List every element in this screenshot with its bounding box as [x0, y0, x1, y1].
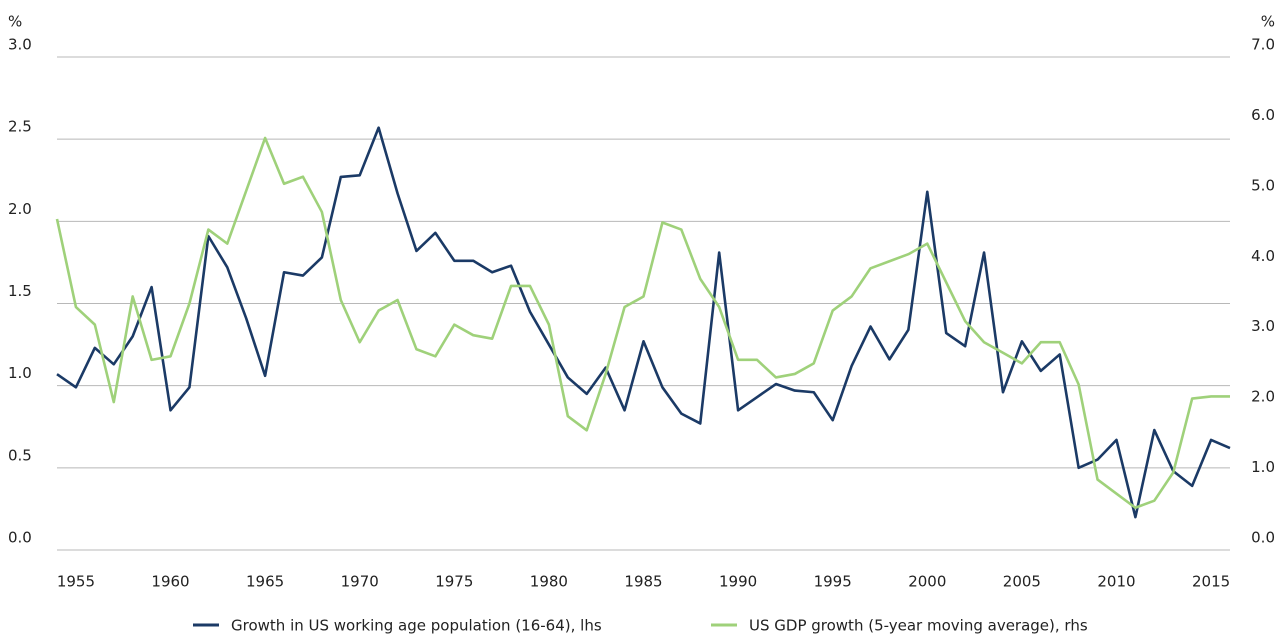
x-tick-label: 2005: [1003, 573, 1041, 591]
y-tick-label: 1.5: [8, 282, 32, 300]
y-tick-label: 2.5: [8, 118, 32, 136]
x-tick-label: 2015: [1192, 573, 1230, 591]
x-tick-label: 1965: [246, 573, 284, 591]
x-tick-label: 1955: [57, 573, 95, 591]
x-tick-label: 2010: [1097, 573, 1135, 591]
x-tick-label: 1960: [151, 573, 189, 591]
y2-axis-label: %: [1261, 13, 1275, 31]
y-axis-label: %: [8, 13, 22, 31]
y-tick-label: 1.0: [8, 364, 32, 382]
y2-tick-label: 4.0: [1251, 247, 1275, 265]
y2-tick-label: 0.0: [1251, 529, 1275, 547]
y2-tick-label: 1.0: [1251, 458, 1275, 476]
x-tick-label: 1975: [435, 573, 473, 591]
series-line: [55, 136, 1230, 510]
y2-tick-label: 5.0: [1251, 176, 1275, 194]
y2-tick-label: 2.0: [1251, 388, 1275, 406]
legend-label: US GDP growth (5-year moving average), r…: [749, 617, 1088, 635]
series-line: [56, 126, 1231, 519]
x-tick-label: 1980: [530, 573, 568, 591]
y-tick-label: 3.0: [8, 36, 32, 54]
x-tick-label: 1990: [719, 573, 757, 591]
y2-tick-label: 6.0: [1251, 106, 1275, 124]
y-tick-label: 0.5: [8, 446, 32, 464]
x-tick-label: 1995: [814, 573, 852, 591]
x-tick-label: 1985: [624, 573, 662, 591]
y2-tick-label: 7.0: [1251, 36, 1275, 54]
y-tick-label: 2.0: [8, 200, 32, 218]
x-tick-label: 1970: [341, 573, 379, 591]
y-tick-label: 0.0: [8, 529, 32, 547]
legend-label: Growth in US working age population (16-…: [231, 617, 602, 635]
y2-tick-label: 3.0: [1251, 317, 1275, 335]
x-tick-label: 2000: [908, 573, 946, 591]
